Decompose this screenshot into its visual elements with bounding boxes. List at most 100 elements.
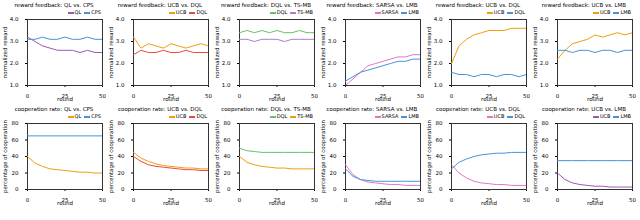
svg-text:0: 0 <box>556 197 560 203</box>
svg-text:0: 0 <box>450 93 454 99</box>
svg-text:60: 60 <box>12 137 19 143</box>
svg-text:2.0: 2.0 <box>10 60 19 66</box>
svg-text:0: 0 <box>26 197 30 203</box>
svg-text:20: 20 <box>224 170 231 176</box>
svg-text:20: 20 <box>436 170 443 176</box>
svg-text:round: round <box>163 200 179 206</box>
svg-text:60: 60 <box>118 137 125 143</box>
svg-text:2.0: 2.0 <box>116 60 125 66</box>
svg-text:percentage of cooperation: percentage of cooperation <box>2 120 9 193</box>
svg-text:normalized reward: normalized reward <box>426 27 432 78</box>
svg-text:4.0: 4.0 <box>222 16 231 22</box>
svg-text:4.0: 4.0 <box>540 16 549 22</box>
svg-text:80: 80 <box>12 120 19 126</box>
svg-text:1.0: 1.0 <box>222 82 231 88</box>
svg-text:4.0: 4.0 <box>328 16 337 22</box>
svg-text:1.0: 1.0 <box>10 82 19 88</box>
svg-text:1.0: 1.0 <box>434 82 443 88</box>
svg-text:50: 50 <box>629 93 636 99</box>
svg-text:20: 20 <box>118 170 125 176</box>
svg-text:0: 0 <box>26 93 30 99</box>
svg-text:0: 0 <box>439 186 443 192</box>
svg-text:4.0: 4.0 <box>10 16 19 22</box>
svg-text:percentage of cooperation: percentage of cooperation <box>108 120 115 193</box>
svg-text:3.0: 3.0 <box>434 38 443 44</box>
svg-text:0: 0 <box>15 186 19 192</box>
svg-text:50: 50 <box>629 197 636 203</box>
svg-text:80: 80 <box>118 120 125 126</box>
svg-text:1.0: 1.0 <box>116 82 125 88</box>
svg-text:80: 80 <box>436 120 443 126</box>
svg-text:normalized reward: normalized reward <box>320 27 326 78</box>
svg-text:80: 80 <box>224 120 231 126</box>
svg-text:80: 80 <box>542 120 549 126</box>
svg-text:50: 50 <box>205 197 212 203</box>
svg-text:2.0: 2.0 <box>434 60 443 66</box>
svg-text:20: 20 <box>12 170 19 176</box>
svg-text:20: 20 <box>330 170 337 176</box>
svg-text:round: round <box>587 200 603 206</box>
svg-text:50: 50 <box>311 93 318 99</box>
svg-text:50: 50 <box>417 93 424 99</box>
svg-text:60: 60 <box>330 137 337 143</box>
svg-text:80: 80 <box>330 120 337 126</box>
svg-text:percentage of cooperation: percentage of cooperation <box>214 120 221 193</box>
svg-text:40: 40 <box>12 153 19 159</box>
svg-text:0: 0 <box>450 197 454 203</box>
svg-text:normalized reward: normalized reward <box>532 27 538 78</box>
svg-text:round: round <box>269 200 285 206</box>
svg-text:3.0: 3.0 <box>222 38 231 44</box>
svg-text:60: 60 <box>224 137 231 143</box>
svg-text:round: round <box>269 96 285 102</box>
svg-text:50: 50 <box>205 93 212 99</box>
svg-text:4.0: 4.0 <box>116 16 125 22</box>
svg-text:50: 50 <box>99 197 106 203</box>
svg-text:2.0: 2.0 <box>540 60 549 66</box>
svg-text:60: 60 <box>542 137 549 143</box>
svg-text:1.0: 1.0 <box>540 82 549 88</box>
svg-text:3.0: 3.0 <box>328 38 337 44</box>
svg-text:50: 50 <box>417 197 424 203</box>
svg-text:20: 20 <box>542 170 549 176</box>
svg-text:50: 50 <box>99 93 106 99</box>
svg-text:0: 0 <box>132 197 136 203</box>
svg-text:0: 0 <box>227 186 231 192</box>
svg-text:round: round <box>481 200 497 206</box>
svg-text:3.0: 3.0 <box>10 38 19 44</box>
svg-text:3.0: 3.0 <box>540 38 549 44</box>
svg-text:0: 0 <box>344 197 348 203</box>
svg-text:round: round <box>57 200 73 206</box>
svg-text:60: 60 <box>436 137 443 143</box>
svg-text:round: round <box>57 96 73 102</box>
svg-text:round: round <box>375 200 391 206</box>
svg-text:0: 0 <box>545 186 549 192</box>
svg-text:0: 0 <box>121 186 125 192</box>
svg-text:40: 40 <box>542 153 549 159</box>
svg-text:round: round <box>375 96 391 102</box>
svg-text:normalized reward: normalized reward <box>214 27 220 78</box>
svg-text:percentage of cooperation: percentage of cooperation <box>426 120 433 193</box>
svg-text:2.0: 2.0 <box>328 60 337 66</box>
svg-text:40: 40 <box>330 153 337 159</box>
svg-text:normalized reward: normalized reward <box>2 27 8 78</box>
svg-text:0: 0 <box>238 197 242 203</box>
svg-text:0: 0 <box>132 93 136 99</box>
svg-text:40: 40 <box>118 153 125 159</box>
svg-text:2.0: 2.0 <box>222 60 231 66</box>
svg-text:1.0: 1.0 <box>328 82 337 88</box>
svg-text:0: 0 <box>556 93 560 99</box>
svg-text:50: 50 <box>523 93 530 99</box>
svg-text:normalized reward: normalized reward <box>108 27 114 78</box>
svg-text:round: round <box>587 96 603 102</box>
svg-text:40: 40 <box>224 153 231 159</box>
svg-text:percentage of cooperation: percentage of cooperation <box>532 120 539 193</box>
svg-text:round: round <box>481 96 497 102</box>
svg-text:40: 40 <box>436 153 443 159</box>
svg-text:50: 50 <box>311 197 318 203</box>
svg-text:3.0: 3.0 <box>116 38 125 44</box>
svg-text:0: 0 <box>344 93 348 99</box>
svg-text:round: round <box>163 96 179 102</box>
svg-text:0: 0 <box>238 93 242 99</box>
svg-text:4.0: 4.0 <box>434 16 443 22</box>
svg-text:percentage of cooperation: percentage of cooperation <box>320 120 327 193</box>
